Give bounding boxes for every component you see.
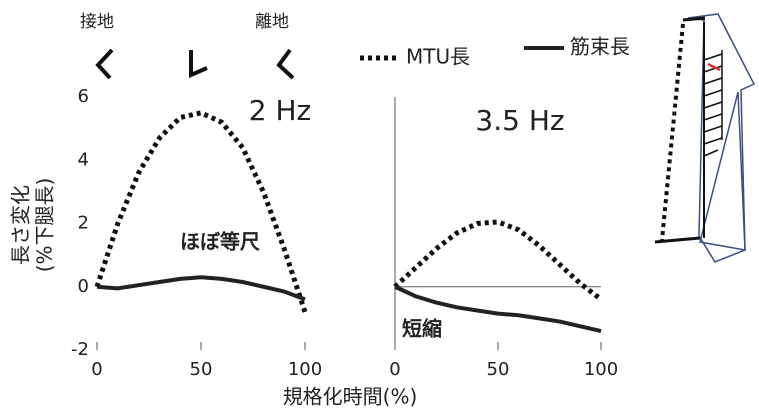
y-axis-label-line: (%下腿長) [33, 178, 57, 273]
panel-title: 2 Hz [249, 94, 311, 127]
annotation: 離地 [255, 12, 289, 32]
x-tick-label: 0 [91, 359, 102, 380]
chart: -202460501002 Hz接地離地ほぼ等尺規格化時間(%)長さ変化(%下腿… [0, 0, 759, 412]
x-tick-label: 100 [584, 359, 618, 380]
x-tick-label: 100 [288, 359, 322, 380]
series-line [97, 277, 305, 299]
annotation: 接地 [80, 12, 114, 32]
x-tick-label: 50 [190, 359, 213, 380]
y-tick-label: 2 [78, 213, 89, 234]
gait-icons [98, 50, 293, 78]
x-tick-label: 0 [389, 359, 400, 380]
legend-label: 筋束長 [570, 35, 630, 59]
annotation: ほぼ等尺 [180, 230, 260, 254]
y-tick-label: 6 [78, 86, 89, 107]
legend-label: MTU長 [406, 45, 470, 69]
series-line [395, 222, 601, 299]
y-axis-label-line: 長さ変化 [9, 185, 33, 265]
y-tick-label: -2 [71, 339, 89, 360]
panel-title: 3.5 Hz [475, 104, 564, 137]
y-tick-label: 0 [78, 276, 89, 297]
y-tick-label: 4 [78, 149, 89, 170]
series-line [97, 113, 305, 312]
x-tick-label: 50 [487, 359, 510, 380]
x-axis-label: 規格化時間(%) [283, 385, 418, 409]
muscle-diagram [655, 14, 754, 262]
y-axis-label: 長さ変化(%下腿長) [9, 178, 57, 273]
annotation: 短縮 [402, 317, 442, 341]
